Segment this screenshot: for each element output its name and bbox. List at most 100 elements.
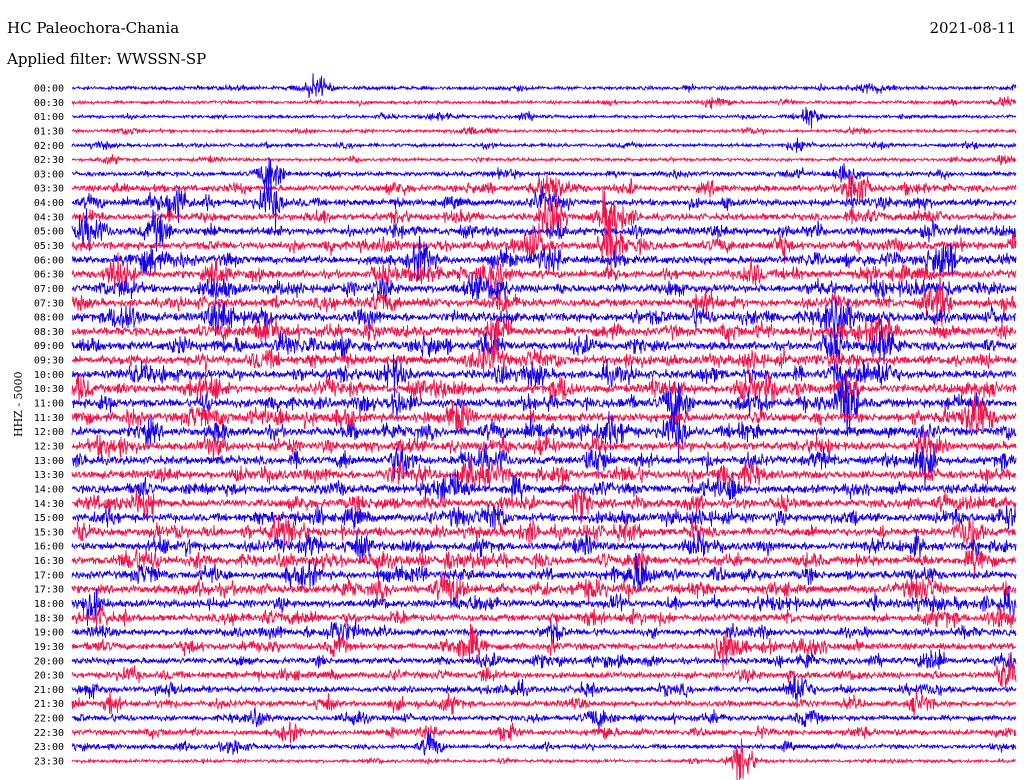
seismic-trace-1130 — [71, 388, 1017, 435]
time-tick-label: 19:00 — [34, 628, 64, 639]
time-tick-label: 04:00 — [34, 198, 64, 209]
time-tick-label: 18:30 — [34, 613, 64, 624]
seismic-trace-2330 — [71, 738, 1017, 780]
seismic-trace-1800 — [71, 585, 1017, 626]
time-tick-label: 17:30 — [34, 585, 64, 596]
seismic-trace-2200 — [71, 706, 1017, 732]
time-tick-label: 22:00 — [34, 714, 64, 725]
seismic-trace-0630 — [71, 252, 1017, 296]
time-tick-label: 03:00 — [34, 169, 64, 180]
time-tick-label: 02:00 — [34, 141, 64, 152]
time-tick-label: 23:30 — [34, 757, 64, 768]
time-tick-label: 04:30 — [34, 212, 64, 223]
seismic-trace-1300 — [72, 442, 1017, 487]
time-tick-label: 20:00 — [34, 656, 64, 667]
time-tick-label: 06:00 — [34, 255, 64, 266]
seismic-trace-0130 — [71, 125, 1017, 136]
seismic-trace-1930 — [71, 623, 1017, 671]
time-tick-label: 20:30 — [34, 671, 64, 682]
seismic-trace-0030 — [71, 96, 1017, 110]
seismic-trace-1630 — [71, 548, 1017, 579]
time-tick-label: 12:00 — [34, 427, 64, 438]
seismic-trace-1330 — [71, 456, 1017, 492]
seismic-trace-1900 — [71, 621, 1017, 644]
seismic-trace-2300 — [71, 731, 1017, 756]
time-tick-label: 02:30 — [34, 155, 64, 166]
time-tick-label: 15:30 — [34, 527, 64, 538]
seismic-trace-0400 — [71, 174, 1017, 231]
seismic-trace-0800 — [71, 297, 1017, 336]
time-tick-label: 07:00 — [34, 284, 64, 295]
time-tick-label: 10:30 — [34, 384, 64, 395]
time-tick-label: 09:30 — [34, 356, 64, 367]
seismic-trace-2130 — [71, 690, 1017, 717]
time-tick-label: 06:30 — [34, 270, 64, 281]
seismic-trace-1830 — [71, 605, 1017, 629]
seismic-trace-2030 — [71, 653, 1017, 688]
time-tick-label: 08:00 — [34, 313, 64, 324]
seismic-trace-1100 — [71, 373, 1017, 435]
time-tick-label: 23:00 — [34, 742, 64, 753]
time-tick-label: 07:30 — [34, 298, 64, 309]
seismic-trace-2100 — [71, 674, 1017, 702]
seismic-trace-0200 — [71, 137, 1017, 153]
time-tick-label: 05:30 — [34, 241, 64, 252]
time-tick-label: 11:30 — [34, 413, 64, 424]
time-tick-label: 21:00 — [34, 685, 64, 696]
seismic-trace-1430 — [71, 486, 1017, 524]
seismic-trace-0300 — [71, 157, 1017, 193]
station-title: HC Paleochora-Chania — [7, 19, 180, 37]
seismic-trace-0730 — [71, 272, 1017, 327]
date-label: 2021-08-11 — [929, 19, 1016, 37]
time-tick-label: 12:30 — [34, 441, 64, 452]
seismic-trace-0600 — [71, 235, 1017, 282]
time-tick-label: 16:30 — [34, 556, 64, 567]
seismic-trace-1530 — [71, 514, 1017, 552]
time-tick-label: 00:00 — [34, 84, 64, 95]
seismic-trace-0430 — [71, 188, 1017, 243]
seismic-trace-1200 — [71, 403, 1017, 463]
seismic-trace-0830 — [71, 315, 1017, 353]
seismic-trace-2230 — [71, 721, 1017, 744]
time-tick-label: 21:30 — [34, 699, 64, 710]
filter-label: Applied filter: WWSSN-SP — [7, 50, 207, 68]
seismic-trace-1500 — [71, 504, 1017, 531]
seismic-trace-1400 — [71, 468, 1017, 505]
seismic-trace-1230 — [71, 430, 1017, 463]
time-tick-label: 01:00 — [34, 112, 64, 123]
seismic-trace-1730 — [71, 571, 1017, 607]
seismic-trace-1030 — [71, 371, 1017, 406]
time-tick-label: 14:00 — [34, 484, 64, 495]
seismic-trace-0500 — [71, 208, 1017, 252]
time-tick-label: 05:00 — [34, 227, 64, 238]
time-tick-label: 01:30 — [34, 126, 64, 137]
seismic-trace-0930 — [71, 335, 1017, 375]
time-tick-label: 03:30 — [34, 184, 64, 195]
seismic-trace-0700 — [71, 272, 1017, 302]
time-tick-label: 13:30 — [34, 470, 64, 481]
time-tick-label: 17:00 — [34, 570, 64, 581]
time-tick-label: 10:00 — [34, 370, 64, 381]
time-tick-label: 14:30 — [34, 499, 64, 510]
seismic-trace-1600 — [71, 530, 1017, 563]
seismic-trace-0230 — [71, 154, 1017, 166]
time-tick-label: 13:00 — [34, 456, 64, 467]
time-tick-label: 08:30 — [34, 327, 64, 338]
time-tick-label: 15:00 — [34, 513, 64, 524]
seismic-trace-0330 — [71, 174, 1017, 206]
seismic-trace-2000 — [71, 648, 1017, 670]
time-tick-label: 16:00 — [34, 542, 64, 553]
seismic-trace-0900 — [71, 323, 1017, 364]
time-tick-label: 18:00 — [34, 599, 64, 610]
time-tick-label: 22:30 — [34, 728, 64, 739]
time-tick-label: 09:00 — [34, 341, 64, 352]
seismic-trace-0100 — [71, 106, 1017, 129]
seismic-trace-0000 — [71, 73, 1017, 98]
time-tick-label: 19:30 — [34, 642, 64, 653]
seismic-trace-1000 — [71, 354, 1017, 398]
time-tick-label: 00:30 — [34, 98, 64, 109]
seismic-trace-1700 — [71, 552, 1017, 591]
time-tick-label: 11:00 — [34, 399, 64, 410]
seismic-trace-0530 — [71, 215, 1017, 276]
